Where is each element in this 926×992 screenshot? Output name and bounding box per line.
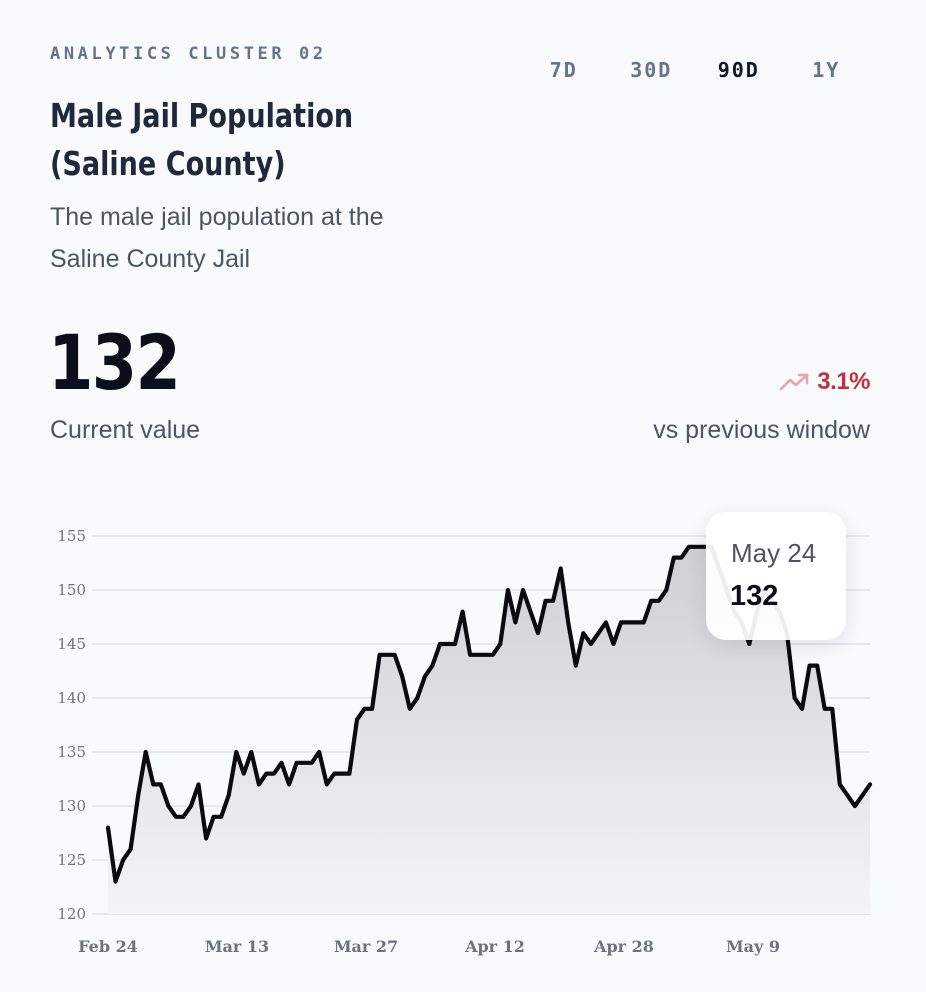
range-1y-button[interactable]: 1Y bbox=[812, 58, 841, 82]
range-selector: 7D 30D 90D 1Y bbox=[520, 58, 870, 82]
y-tick-label: 140 bbox=[57, 689, 86, 707]
eyebrow-label: ANALYTICS CLUSTER 02 bbox=[50, 44, 327, 64]
x-tick-label: Apr 28 bbox=[593, 937, 654, 956]
area bbox=[108, 546, 870, 914]
y-tick-label: 130 bbox=[57, 797, 86, 815]
x-tick-label: Feb 24 bbox=[78, 937, 138, 956]
chart-subtitle: The male jail population at the Saline C… bbox=[50, 203, 384, 273]
y-tick-label: 155 bbox=[57, 527, 86, 545]
y-tick-label: 135 bbox=[57, 743, 86, 761]
chart-tooltip: May 24 132 bbox=[706, 512, 846, 640]
x-tick-label: Mar 27 bbox=[334, 937, 398, 956]
change-value: 3.1% bbox=[817, 368, 870, 395]
y-tick-label: 150 bbox=[57, 581, 86, 599]
range-30d-button[interactable]: 30D bbox=[630, 58, 673, 82]
x-tick-label: Apr 12 bbox=[464, 937, 525, 956]
range-7d-button[interactable]: 7D bbox=[549, 58, 578, 82]
chart-title: Male Jail Population (Saline County) bbox=[50, 96, 354, 183]
change-label: vs previous window bbox=[653, 416, 870, 444]
x-axis: Feb 24 Mar 13 Mar 27 Apr 12 Apr 28 May 9 bbox=[78, 937, 780, 956]
x-tick-label: Mar 13 bbox=[205, 937, 269, 956]
x-tick-label: May 9 bbox=[726, 937, 780, 956]
range-90d-button[interactable]: 90D bbox=[717, 58, 760, 82]
tooltip-date: May 24 bbox=[731, 538, 817, 568]
current-value: 132 bbox=[48, 318, 181, 407]
area-fill bbox=[108, 546, 870, 914]
trending-up-icon bbox=[779, 373, 809, 391]
current-value-label: Current value bbox=[50, 416, 201, 444]
change-indicator: 3.1% bbox=[779, 368, 870, 396]
y-tick-label: 120 bbox=[57, 905, 86, 923]
y-axis: 120 125 130 135 140 145 150 155 bbox=[57, 527, 86, 923]
y-tick-label: 145 bbox=[57, 635, 86, 653]
y-tick-label: 125 bbox=[57, 851, 86, 869]
tooltip-value: 132 bbox=[730, 580, 779, 612]
